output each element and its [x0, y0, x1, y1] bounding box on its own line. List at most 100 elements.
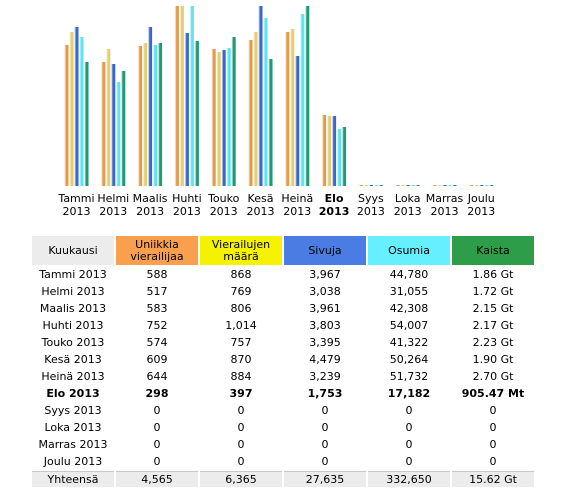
table-row: Elo 2013 298 397 1,753 17,182 905.47 Mt	[32, 386, 534, 401]
cell-month: Marras 2013	[38, 438, 108, 451]
cell-unique-visitors: 0	[153, 438, 161, 451]
cell-unique-visitors: 0	[153, 455, 161, 468]
bar	[304, 6, 310, 186]
cell-month: Maalis 2013	[39, 302, 107, 315]
bar	[194, 41, 199, 186]
bar	[299, 14, 305, 186]
bar	[447, 185, 452, 186]
cell-bandwidth: 0	[489, 421, 497, 434]
cell-hits: 17,182	[387, 387, 431, 400]
bar-group-3	[174, 6, 199, 186]
cell-month: Elo 2013	[46, 387, 100, 400]
bar	[415, 185, 420, 186]
cell-bandwidth: 2.15 Gt	[472, 302, 514, 315]
cell-hits: 44,780	[389, 268, 429, 281]
cell-visits: 868	[230, 268, 252, 281]
table-row: Kesä 2013 609 870 4,479 50,264 1.90 Gt	[32, 352, 534, 367]
bar	[248, 40, 253, 186]
bar-group-8	[358, 185, 383, 186]
x-tick-month-label: Tammi	[57, 192, 94, 205]
bar-group-10	[432, 185, 457, 186]
table-body: Tammi 2013 588 868 3,967 44,780 1.86 Gt Helmi …	[32, 267, 534, 487]
cell-pages: 3,395	[309, 336, 341, 349]
bar	[115, 82, 121, 186]
bar	[152, 45, 158, 186]
header-bandwidth: Kaista	[452, 236, 534, 265]
x-tick-month-label: Maalis	[133, 192, 168, 205]
x-tick-month-label: Huhti	[172, 192, 202, 205]
bar	[437, 185, 442, 186]
cell-month: Helmi 2013	[41, 285, 105, 298]
total-cell-pages: 27,635	[284, 471, 366, 487]
bar-group-1	[100, 49, 126, 186]
cell-month: Loka 2013	[44, 421, 102, 434]
x-tick-year-label: 2013	[319, 205, 350, 218]
header-month: Kuukausi	[32, 236, 114, 265]
cell-bandwidth: 2.23 Gt	[472, 336, 514, 349]
bar	[368, 185, 373, 186]
bar	[488, 185, 494, 186]
cell-pages: 3,961	[309, 302, 341, 315]
monthly-history-chart: Tammi2013Helmi2013Maalis2013Huhti2013Tou…	[57, 6, 495, 218]
bar	[174, 6, 179, 186]
x-tick-month-label: Marras	[426, 192, 464, 205]
cell-hits: 0	[405, 438, 413, 451]
x-tick-month-label: Kesä	[248, 192, 274, 205]
bar	[378, 185, 383, 186]
x-tick-month-label: Joulu	[467, 192, 495, 205]
bar	[410, 185, 415, 186]
x-tick-year-label: 2013	[467, 205, 495, 218]
bar	[432, 185, 437, 186]
bar	[341, 127, 347, 186]
bar	[473, 185, 479, 186]
bar	[483, 185, 489, 186]
bar	[157, 43, 163, 186]
cell-unique-visitors: 752	[146, 319, 168, 332]
x-tick-year-label: 2013	[63, 205, 91, 218]
x-tick-month-label: Heinä	[281, 192, 313, 205]
bar	[284, 32, 290, 186]
cell-visits: 397	[229, 387, 253, 400]
x-tick-year-label: 2013	[431, 205, 459, 218]
cell-unique-visitors: 574	[146, 336, 168, 349]
bar	[373, 185, 378, 186]
cell-bandwidth: 1.86 Gt	[472, 268, 514, 281]
cell-hits: 51,732	[389, 370, 429, 383]
x-tick-month-label: Helmi	[97, 192, 129, 205]
cell-pages: 3,967	[309, 268, 341, 281]
cell-month: Syys 2013	[44, 404, 102, 417]
cell-unique-visitors: 583	[146, 302, 168, 315]
cell-visits: 870	[230, 353, 252, 366]
table-row: Touko 2013 574 757 3,395 41,322 2.23 Gt	[32, 335, 534, 350]
bar	[179, 6, 184, 186]
bar	[289, 29, 295, 186]
bar	[405, 185, 410, 186]
cell-visits: 0	[237, 421, 245, 434]
header-visits: Vierailujen määrä	[200, 236, 282, 265]
cell-visits: 1,014	[225, 319, 257, 332]
bar-group-0	[64, 27, 89, 186]
x-tick-month-label: Touko	[207, 192, 240, 205]
table-row: Huhti 2013 752 1,014 3,803 54,007 2.17 Gt	[32, 318, 534, 333]
x-tick-year-label: 2013	[173, 205, 201, 218]
bar	[184, 33, 189, 186]
header-hits: Osumia	[368, 236, 450, 265]
cell-hits: 41,322	[389, 336, 429, 349]
cell-bandwidth: 2.17 Gt	[472, 319, 514, 332]
bar-group-5	[248, 6, 273, 186]
x-tick-year-label: 2013	[357, 205, 385, 218]
cell-unique-visitors: 609	[146, 353, 168, 366]
cell-month: Touko 2013	[41, 336, 105, 349]
cell-bandwidth: 1.72 Gt	[472, 285, 514, 298]
table-row: Tammi 2013 588 868 3,967 44,780 1.86 Gt	[32, 267, 534, 282]
bar	[358, 185, 363, 186]
x-tick-month-label: Loka	[395, 192, 421, 205]
bar	[216, 52, 221, 186]
bar	[268, 59, 273, 186]
bar	[100, 62, 106, 186]
bar	[452, 185, 457, 186]
cell-pages: 4,479	[309, 353, 341, 366]
bar	[64, 45, 69, 186]
bar	[258, 6, 263, 186]
bar	[331, 116, 337, 186]
